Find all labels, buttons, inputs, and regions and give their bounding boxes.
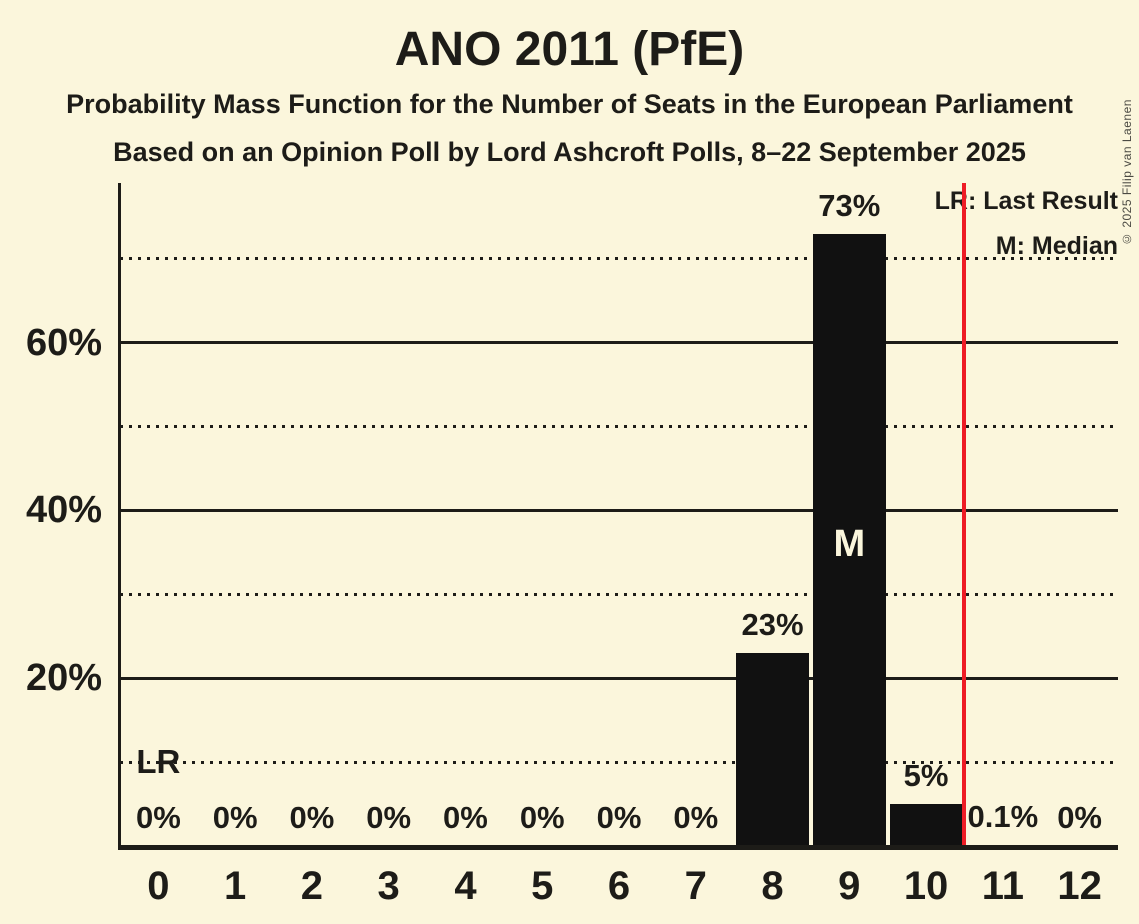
legend-median: M: Median [995,232,1118,260]
bar-value-label-seats-8: 23% [741,607,804,643]
bar-value-label-seats-10: 5% [903,758,949,794]
last-result-label: LR [136,743,181,780]
y-tick-label-40%: 40% [25,489,102,532]
x-tick-label-6: 6 [607,864,631,908]
copyright-notice: © 2025 Filip van Laenen [1120,99,1134,246]
chart-subtitle: Probability Mass Function for the Number… [66,89,1073,119]
bar-value-label-seats-0: 0% [135,800,181,835]
chart-poll-source: Based on an Opinion Poll by Lord Ashcrof… [113,137,1026,167]
median-marker: M [833,523,866,565]
bar-value-label-seats-5: 0% [519,800,565,835]
bar-value-label-seats-12: 0% [1057,800,1102,835]
x-tick-label-0: 0 [147,864,170,908]
bar-value-label-seats-11: 0.1% [967,799,1039,835]
x-tick-label-9: 9 [838,864,861,908]
gridline-dotted-70pct [120,257,1118,261]
gridline-dotted-30pct [120,592,1118,596]
bar-value-label-seats-4: 0% [443,800,488,835]
pmf-bar-seats-9 [812,233,886,846]
bar-value-label-seats-7: 0% [673,800,719,835]
x-axis [118,845,1118,850]
x-tick-label-8: 8 [761,864,784,908]
x-tick-label-2: 2 [300,864,324,908]
x-tick-label-3: 3 [377,864,400,908]
x-tick-label-5: 5 [531,864,554,908]
bar-value-label-seats-3: 0% [366,800,412,835]
x-tick-label-1: 1 [224,864,247,908]
pmf-bar-seats-10 [889,804,963,846]
x-tick-label-10: 10 [903,864,949,908]
x-tick-label-7: 7 [684,864,707,908]
x-tick-label-11: 11 [981,864,1024,908]
y-tick-label-60%: 60% [25,321,102,364]
last-result-line [962,183,967,845]
chart-title: ANO 2011 (PfE) [394,23,745,76]
x-tick-label-12: 12 [1057,864,1102,908]
x-tick-label-4: 4 [454,864,477,908]
bar-value-label-seats-9: 73% [818,187,881,223]
gridline-solid-20pct [120,676,1118,680]
bar-value-label-seats-2: 0% [289,800,335,835]
bar-value-label-seats-6: 0% [596,800,642,835]
gridline-dotted-10pct [120,760,1118,764]
gridline-dotted-50pct [120,425,1118,428]
bar-value-label-seats-1: 0% [212,800,258,835]
y-axis [118,183,121,850]
gridline-solid-40pct [120,508,1118,512]
y-tick-label-20%: 20% [25,657,102,700]
gridline-solid-60pct [120,341,1118,345]
pmf-bar-seats-8 [736,653,809,846]
